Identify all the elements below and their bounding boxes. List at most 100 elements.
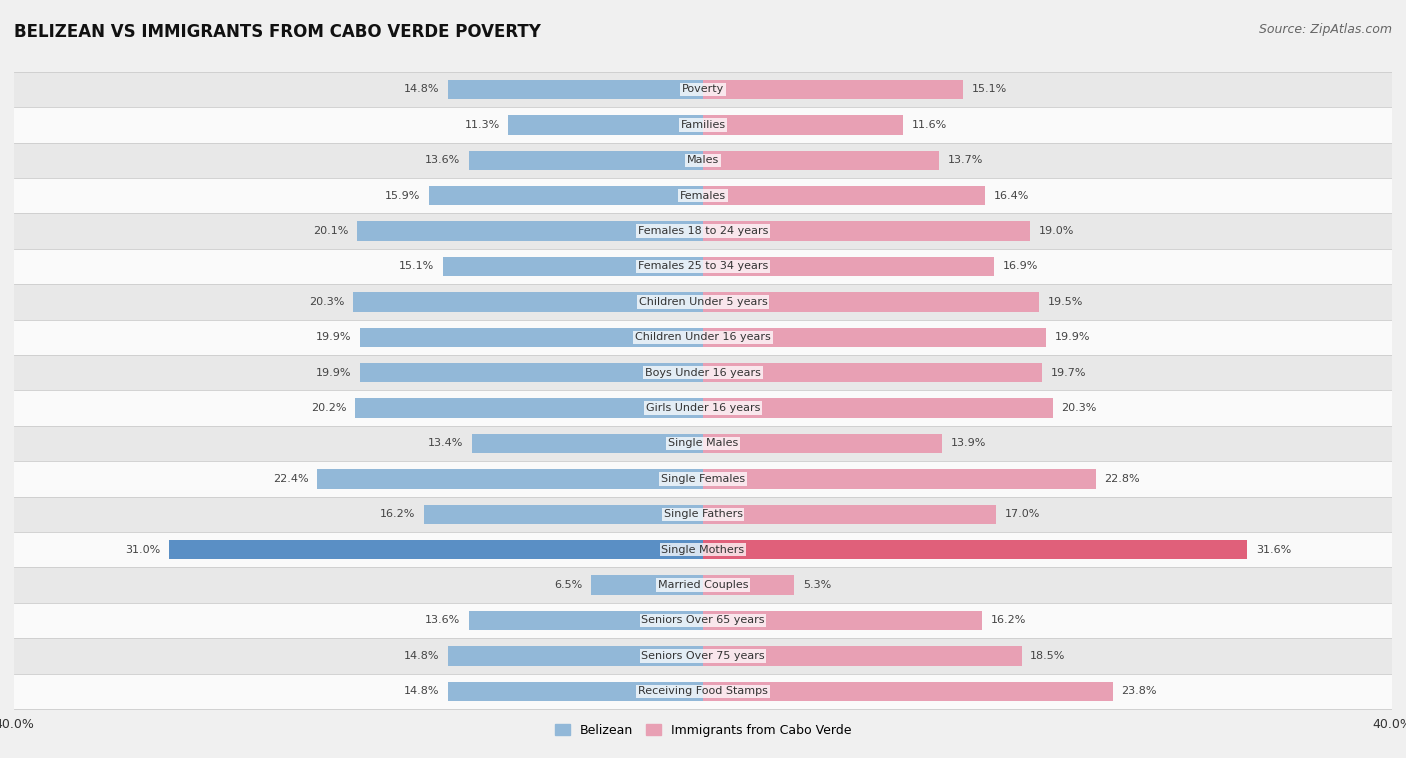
Text: 16.9%: 16.9% [1002,262,1038,271]
Text: Females 25 to 34 years: Females 25 to 34 years [638,262,768,271]
Text: 5.3%: 5.3% [803,580,831,590]
Bar [169,540,703,559]
Text: Single Females: Single Females [661,474,745,484]
Text: Families: Families [681,120,725,130]
Text: 16.2%: 16.2% [991,615,1026,625]
Text: 17.0%: 17.0% [1004,509,1040,519]
Text: 19.7%: 19.7% [1050,368,1087,377]
Bar [703,151,939,170]
Bar [591,575,703,595]
Bar [14,213,1392,249]
Text: 14.8%: 14.8% [404,84,440,95]
Bar [703,363,1042,382]
Bar [443,257,703,276]
Text: 20.3%: 20.3% [1062,403,1097,413]
Text: Source: ZipAtlas.com: Source: ZipAtlas.com [1258,23,1392,36]
Text: 23.8%: 23.8% [1122,686,1157,697]
Bar [14,568,1392,603]
Bar [703,505,995,524]
Bar [353,292,703,312]
Text: 20.2%: 20.2% [311,403,346,413]
Bar [356,399,703,418]
Bar [703,469,1095,489]
Bar [703,115,903,135]
Bar [703,292,1039,312]
Bar [703,327,1046,347]
Text: 19.5%: 19.5% [1047,297,1083,307]
Text: 15.1%: 15.1% [399,262,434,271]
Bar [509,115,703,135]
Bar [360,363,703,382]
Bar [14,320,1392,355]
Text: 20.1%: 20.1% [312,226,349,236]
Bar [14,532,1392,568]
Text: 22.8%: 22.8% [1104,474,1140,484]
Text: Poverty: Poverty [682,84,724,95]
Bar [468,611,703,630]
Text: 13.7%: 13.7% [948,155,983,165]
Text: Receiving Food Stamps: Receiving Food Stamps [638,686,768,697]
Text: 13.4%: 13.4% [429,438,464,449]
Text: Seniors Over 65 years: Seniors Over 65 years [641,615,765,625]
Bar [14,461,1392,496]
Text: 15.9%: 15.9% [385,191,420,201]
Bar [14,426,1392,461]
Text: 16.2%: 16.2% [380,509,415,519]
Bar [360,327,703,347]
Text: 15.1%: 15.1% [972,84,1007,95]
Text: Boys Under 16 years: Boys Under 16 years [645,368,761,377]
Bar [425,505,703,524]
Bar [14,603,1392,638]
Text: Single Mothers: Single Mothers [661,545,745,555]
Text: 11.6%: 11.6% [911,120,946,130]
Bar [703,399,1053,418]
Text: 6.5%: 6.5% [554,580,582,590]
Text: Children Under 16 years: Children Under 16 years [636,332,770,343]
Text: Females 18 to 24 years: Females 18 to 24 years [638,226,768,236]
Bar [703,681,1114,701]
Bar [357,221,703,241]
Bar [703,80,963,99]
Text: Males: Males [688,155,718,165]
Text: 11.3%: 11.3% [464,120,499,130]
Bar [703,257,994,276]
Text: 19.0%: 19.0% [1039,226,1074,236]
Bar [14,638,1392,674]
Bar [14,284,1392,320]
Text: Seniors Over 75 years: Seniors Over 75 years [641,651,765,661]
Text: 31.0%: 31.0% [125,545,160,555]
Text: BELIZEAN VS IMMIGRANTS FROM CABO VERDE POVERTY: BELIZEAN VS IMMIGRANTS FROM CABO VERDE P… [14,23,541,41]
Text: 13.6%: 13.6% [425,615,460,625]
Text: 31.6%: 31.6% [1256,545,1291,555]
Bar [703,540,1247,559]
Legend: Belizean, Immigrants from Cabo Verde: Belizean, Immigrants from Cabo Verde [550,719,856,742]
Bar [703,221,1031,241]
Text: 13.9%: 13.9% [950,438,987,449]
Text: 19.9%: 19.9% [1054,332,1090,343]
Bar [14,178,1392,213]
Text: 19.9%: 19.9% [316,332,352,343]
Text: 19.9%: 19.9% [316,368,352,377]
Text: Girls Under 16 years: Girls Under 16 years [645,403,761,413]
Text: 22.4%: 22.4% [273,474,308,484]
Text: Single Fathers: Single Fathers [664,509,742,519]
Bar [14,496,1392,532]
Bar [14,674,1392,709]
Text: 18.5%: 18.5% [1031,651,1066,661]
Text: Single Males: Single Males [668,438,738,449]
Text: 16.4%: 16.4% [994,191,1029,201]
Bar [449,80,703,99]
Bar [449,681,703,701]
Bar [703,434,942,453]
Bar [703,186,986,205]
Bar [449,646,703,666]
Bar [468,151,703,170]
Bar [703,611,981,630]
Text: 13.6%: 13.6% [425,155,460,165]
Bar [703,575,794,595]
Bar [14,107,1392,143]
Bar [14,72,1392,107]
Text: Females: Females [681,191,725,201]
Text: Married Couples: Married Couples [658,580,748,590]
Bar [14,355,1392,390]
